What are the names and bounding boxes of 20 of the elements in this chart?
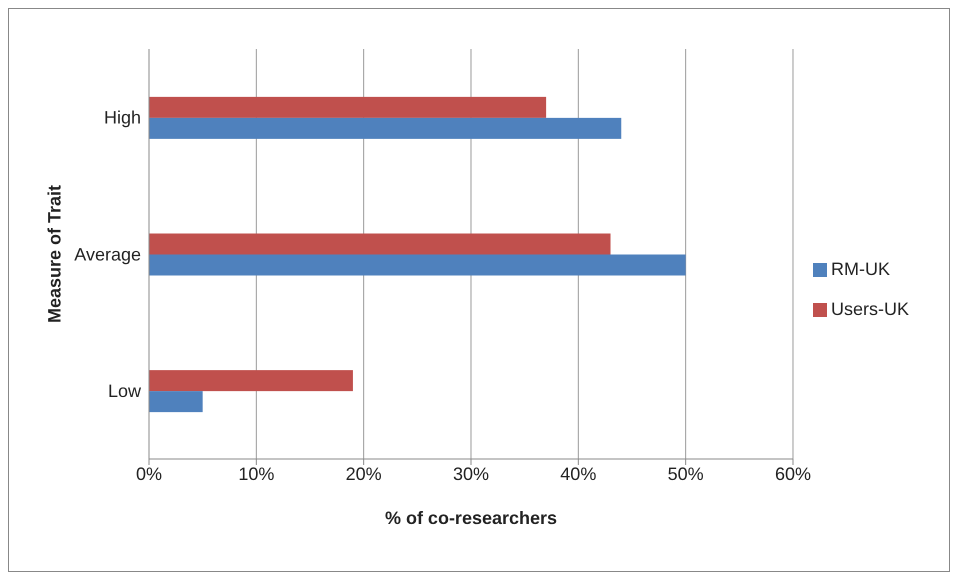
y-tick-label: High bbox=[104, 108, 141, 128]
y-tick-label: Average bbox=[74, 244, 141, 264]
x-tick-label: 40% bbox=[560, 464, 596, 484]
bar bbox=[149, 254, 686, 276]
y-tick-label: Low bbox=[108, 381, 142, 402]
x-tick-label: 60% bbox=[774, 464, 811, 484]
x-axis-title: % of co-researchers bbox=[384, 508, 558, 528]
legend-label: RM-UK bbox=[830, 259, 890, 279]
x-tick-label: 20% bbox=[346, 464, 382, 484]
bar bbox=[149, 370, 353, 392]
y-axis-title: Measure of Trait bbox=[44, 184, 64, 324]
x-tick-label: 0% bbox=[136, 464, 162, 484]
bar bbox=[149, 96, 546, 118]
bar bbox=[149, 118, 622, 139]
x-tick-label: 10% bbox=[238, 464, 274, 484]
bar bbox=[149, 234, 611, 254]
legend-label: Users-UK bbox=[830, 299, 909, 319]
x-tick-label: 30% bbox=[452, 464, 490, 484]
bar bbox=[149, 391, 203, 412]
x-tick-label: 50% bbox=[668, 464, 704, 484]
